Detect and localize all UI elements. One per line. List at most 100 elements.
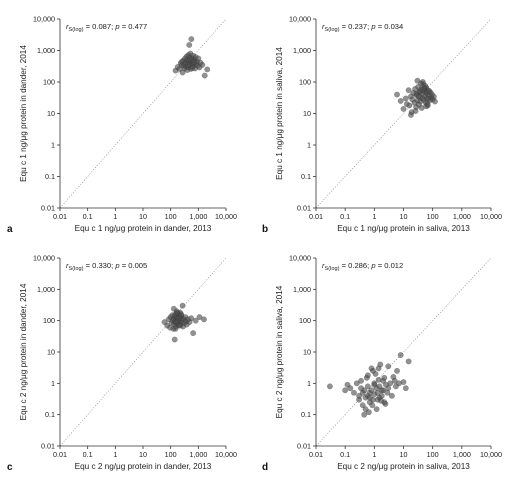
p-symbol: p	[114, 22, 119, 31]
x-tick-label: 1,000	[189, 450, 207, 459]
correlation-stat: rS(log) = 0.330; p = 0.005	[66, 261, 147, 272]
data-point	[364, 383, 371, 390]
data-point	[327, 383, 333, 390]
data-point	[373, 406, 380, 413]
data-point	[405, 358, 412, 365]
data-point	[425, 96, 432, 102]
data-point	[365, 409, 372, 416]
x-tick-label: 1,000	[189, 212, 207, 221]
y-axis-title: Equ c 1 ng/μg protein in dander, 2014	[19, 45, 28, 182]
x-axis-title: Equ c 1 ng/μg protein in dander, 2013	[75, 224, 212, 233]
panel-letter: a	[7, 224, 13, 235]
x-tick-label: 100	[165, 212, 177, 221]
y-tick-label: 1	[307, 379, 311, 388]
x-tick-label: 0.01	[53, 212, 67, 221]
data-point	[196, 314, 203, 320]
r-symbol: r	[322, 22, 325, 31]
data-point	[351, 389, 357, 396]
data-point	[358, 377, 364, 384]
r-subscript: S(log)	[69, 27, 84, 33]
correlation-stat: rS(log) = 0.237; p = 0.034	[322, 22, 403, 33]
x-tick-label: 100	[165, 450, 177, 459]
data-point	[170, 305, 177, 312]
identity-line	[59, 18, 227, 209]
data-point	[394, 91, 400, 98]
x-tick-label: 10,000	[480, 450, 502, 459]
y-tick-label: 0.01	[41, 442, 55, 451]
panel-letter: c	[7, 462, 13, 473]
identity-line	[315, 18, 492, 209]
data-point	[177, 322, 184, 329]
r-subscript: S(log)	[325, 266, 340, 272]
x-tick-label: 10,000	[480, 212, 502, 221]
data-point	[394, 367, 400, 374]
data-point	[402, 385, 409, 392]
y-tick-label: 10,000	[33, 254, 55, 263]
data-point	[426, 88, 433, 94]
y-tick-label: 10,000	[289, 15, 311, 24]
data-point	[378, 387, 385, 394]
data-point	[388, 392, 395, 399]
data-point	[358, 385, 364, 392]
y-tick-label: 100	[299, 78, 311, 87]
data-point	[192, 317, 199, 324]
y-tick-label: 10	[303, 109, 311, 118]
data-point	[405, 87, 412, 94]
data-point	[172, 325, 179, 332]
data-point	[397, 98, 404, 104]
r-subscript: S(log)	[325, 27, 340, 33]
data-point	[366, 394, 373, 401]
y-tick-label: 10,000	[289, 254, 311, 263]
x-tick-label: 0.01	[309, 450, 323, 459]
data-point	[201, 72, 208, 79]
y-tick-label: 0.1	[301, 410, 311, 419]
data-point	[189, 65, 196, 71]
x-axis-title: Equ c 1 ng/μg protein in saliva, 2013	[337, 224, 470, 233]
y-axis-title: Equ c 2 ng/μg protein in dander, 2014	[19, 283, 28, 420]
x-axis-title: Equ c 2 ng/μg protein in saliva, 2013	[337, 462, 470, 471]
data-point	[185, 62, 192, 69]
x-tick-label: 0.1	[83, 450, 93, 459]
data-point	[179, 302, 186, 309]
data-point	[347, 385, 354, 392]
x-tick-label: 0.1	[340, 450, 350, 459]
y-tick-label: 1	[51, 379, 55, 388]
data-point	[361, 411, 368, 418]
data-point	[406, 102, 413, 109]
data-point	[204, 66, 211, 73]
data-point	[381, 374, 388, 381]
data-point	[385, 363, 392, 370]
data-point	[408, 112, 414, 118]
y-tick-label: 100	[43, 78, 55, 87]
x-tick-label: 0.1	[340, 212, 350, 221]
data-point	[190, 330, 197, 337]
x-tick-label: 0.01	[309, 212, 323, 221]
data-point	[423, 103, 430, 110]
y-tick-label: 1,000	[37, 285, 55, 294]
data-point	[412, 108, 419, 114]
data-point	[400, 379, 407, 385]
data-point	[378, 392, 385, 399]
data-point	[432, 98, 438, 105]
x-tick-label: 10	[400, 212, 408, 221]
data-point	[188, 315, 195, 322]
y-tick-label: 0.01	[41, 204, 55, 213]
panel-a: 0.01 0.1 1 10 100 1,000 10,000 0.01 0.1 1 10 100 1,0…	[7, 15, 237, 236]
data-point	[342, 387, 349, 394]
x-tick-label: 0.01	[53, 450, 67, 459]
data-point	[402, 95, 409, 102]
y-tick-label: 1,000	[293, 285, 311, 294]
y-tick-label: 1,000	[37, 46, 55, 55]
x-tick-label: 10,000	[215, 450, 237, 459]
r-subscript: S(log)	[69, 266, 84, 272]
y-tick-label: 10	[47, 348, 55, 357]
p-value: = 0.034	[376, 22, 404, 31]
data-point	[391, 377, 398, 384]
data-point	[375, 365, 382, 372]
panel-letter: b	[262, 224, 268, 235]
x-tick-label: 100	[427, 212, 439, 221]
r-value: = 0.237;	[339, 22, 371, 31]
data-point	[178, 311, 185, 318]
x-tick-label: 1	[372, 450, 376, 459]
y-tick-label: 1,000	[293, 46, 311, 55]
